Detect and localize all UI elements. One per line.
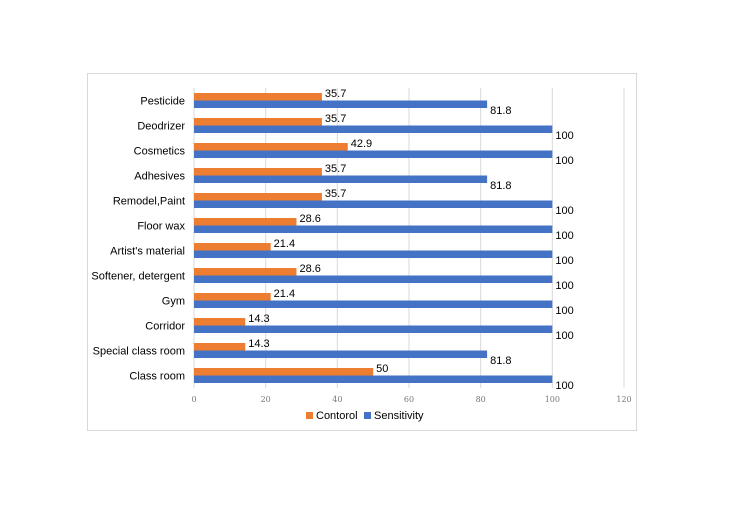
category-label: Special class room (93, 346, 185, 358)
data-label: 21.4 (274, 238, 295, 250)
data-label: 28.6 (299, 213, 320, 225)
category-label: Deodrizer (137, 121, 185, 133)
x-tick-label: 20 (261, 395, 271, 404)
bar-sensitivity (194, 125, 553, 133)
category-label: Cosmetics (134, 146, 186, 158)
data-label: 100 (555, 305, 573, 317)
bar-contorol (194, 318, 246, 326)
chart-area: 0 20 40 60 80 100 120 Pesticide 35.7 81.8 Deodrize… (87, 73, 637, 431)
category-label: Floor wax (137, 221, 185, 233)
bar-sensitivity (194, 225, 553, 233)
data-label: 35.7 (325, 113, 346, 125)
bar-contorol (194, 368, 374, 376)
bar-contorol (194, 268, 297, 276)
bar-sensitivity (194, 350, 488, 358)
data-label: 100 (555, 205, 573, 217)
bar-contorol (194, 218, 297, 226)
x-tick-label: 60 (404, 395, 414, 404)
data-label: 100 (555, 330, 573, 342)
legend-swatch (306, 412, 313, 419)
x-tick-label: 40 (332, 395, 342, 404)
data-label: 50 (376, 363, 388, 375)
bar-contorol (194, 293, 271, 301)
data-label: 42.9 (351, 138, 372, 150)
bar-sensitivity (194, 175, 488, 183)
bar-sensitivity (194, 150, 553, 158)
bar-contorol (194, 193, 322, 201)
category-label: Softener, detergent (91, 271, 185, 283)
gridlines (193, 88, 625, 388)
category-label: Remodel,Paint (113, 196, 185, 208)
bar-contorol (194, 93, 322, 101)
bars (194, 93, 553, 383)
data-label: 100 (555, 155, 573, 167)
data-label: 100 (555, 280, 573, 292)
data-label: 100 (555, 230, 573, 242)
category-label: Gym (162, 296, 185, 308)
data-label: 81.8 (490, 355, 511, 367)
data-label: 14.3 (248, 313, 269, 325)
data-label: 100 (555, 255, 573, 267)
data-label: 81.8 (490, 180, 511, 192)
x-tick-label: 80 (476, 395, 486, 404)
bar-sensitivity (194, 275, 553, 283)
category-label: Artist's material (110, 246, 185, 258)
legend: Contorol Sensitivity (306, 410, 424, 422)
category-label: Corridor (145, 321, 185, 333)
data-label: 35.7 (325, 188, 346, 200)
category-label: Class room (129, 371, 185, 383)
x-tick-label: 120 (616, 395, 631, 404)
bar-contorol (194, 143, 348, 151)
bar-sensitivity (194, 300, 553, 308)
bar-sensitivity (194, 325, 553, 333)
legend-label: Sensitivity (374, 410, 424, 422)
labels: 0 20 40 60 80 100 120 Pesticide 35.7 81.8 Deodrize… (91, 88, 631, 404)
x-tick-label: 0 (191, 395, 196, 404)
category-label: Pesticide (140, 96, 185, 108)
bar-contorol (194, 118, 322, 126)
x-tick-label: 100 (545, 395, 560, 404)
data-label: 100 (555, 130, 573, 142)
category-label: Adhesives (134, 171, 185, 183)
bar-sensitivity (194, 250, 553, 258)
data-label: 28.6 (299, 263, 320, 275)
data-label: 14.3 (248, 338, 269, 350)
bar-sensitivity (194, 200, 553, 208)
data-label: 21.4 (274, 288, 295, 300)
data-label: 35.7 (325, 88, 346, 100)
legend-label: Contorol (316, 410, 358, 422)
bar-contorol (194, 343, 246, 351)
data-label: 81.8 (490, 105, 511, 117)
bar-sensitivity (194, 100, 488, 108)
bar-chart: 0 20 40 60 80 100 120 Pesticide 35.7 81.8 Deodrize… (91, 88, 632, 422)
bar-contorol (194, 243, 271, 251)
legend-swatch (364, 412, 371, 419)
bar-contorol (194, 168, 322, 176)
data-label: 100 (555, 380, 573, 392)
bar-sensitivity (194, 375, 553, 383)
data-label: 35.7 (325, 163, 346, 175)
